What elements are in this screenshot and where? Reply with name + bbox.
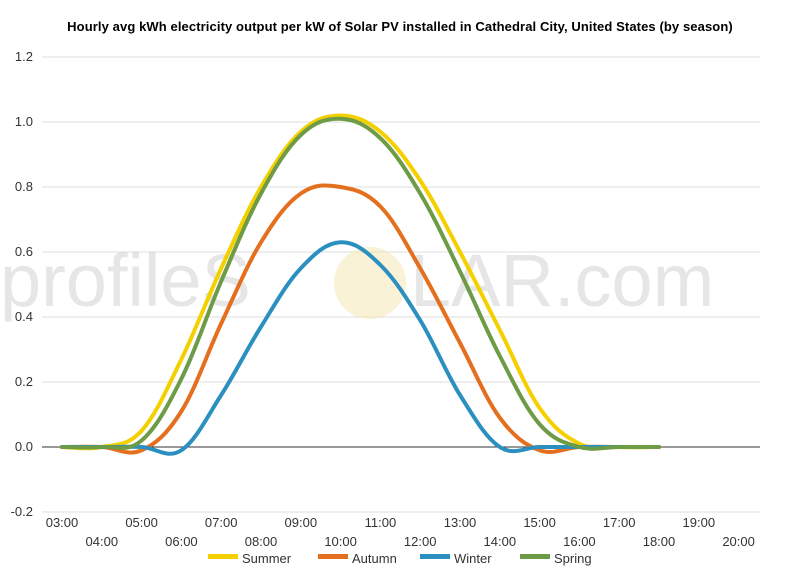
- x-tick-label: 17:00: [603, 515, 636, 530]
- x-tick-label: 03:00: [46, 515, 79, 530]
- legend-swatch-winter: [420, 554, 450, 559]
- legend-label-spring: Spring: [554, 551, 592, 566]
- watermark-text-left: profileS: [0, 239, 251, 322]
- watermark-text-right: LAR.com: [410, 239, 714, 322]
- series-lines: [60, 113, 661, 456]
- legend-swatch-spring: [520, 554, 550, 559]
- y-axis-labels: -0.2 0.0 0.2 0.4 0.6 0.8 1.0 1.2: [11, 49, 33, 519]
- y-tick-label: 0.4: [15, 309, 33, 324]
- x-tick-label: 20:00: [722, 534, 755, 549]
- series-line-autumn: [60, 183, 661, 455]
- legend-label-winter: Winter: [454, 551, 492, 566]
- legend-label-autumn: Autumn: [352, 551, 397, 566]
- watermark: profileS LAR.com: [0, 239, 714, 322]
- x-tick-label: 08:00: [245, 534, 278, 549]
- x-tick-label: 15:00: [523, 515, 556, 530]
- y-tick-label: 0.0: [15, 439, 33, 454]
- legend-label-summer: Summer: [242, 551, 292, 566]
- x-tick-label: 06:00: [165, 534, 198, 549]
- legend-swatch-summer: [208, 554, 238, 559]
- x-tick-label: 19:00: [683, 515, 716, 530]
- x-tick-label: 16:00: [563, 534, 596, 549]
- x-tick-label: 09:00: [285, 515, 318, 530]
- legend-swatch-autumn: [318, 554, 348, 559]
- watermark-sun-icon: [334, 247, 406, 319]
- series-line-summer: [60, 113, 661, 451]
- x-tick-label: 18:00: [643, 534, 676, 549]
- x-axis-labels: 03:00 04:00 05:00 06:00 07:00 08:00 09:00 10:00…: [46, 515, 755, 549]
- y-tick-label: -0.2: [11, 504, 33, 519]
- y-tick-label: 0.8: [15, 179, 33, 194]
- x-tick-label: 10:00: [324, 534, 357, 549]
- series-line-spring: [60, 116, 661, 451]
- series-line-winter: [60, 240, 661, 456]
- y-tick-label: 1.0: [15, 114, 33, 129]
- y-tick-label: 0.2: [15, 374, 33, 389]
- chart-title: Hourly avg kWh electricity output per kW…: [67, 19, 733, 34]
- x-tick-label: 04:00: [86, 534, 119, 549]
- x-tick-label: 12:00: [404, 534, 437, 549]
- x-tick-label: 11:00: [365, 515, 397, 530]
- y-tick-label: 1.2: [15, 49, 33, 64]
- legend: Summer Autumn Winter Spring: [208, 551, 592, 566]
- x-tick-label: 05:00: [125, 515, 158, 530]
- x-tick-label: 13:00: [444, 515, 477, 530]
- y-tick-label: 0.6: [15, 244, 33, 259]
- gridlines: [42, 56, 760, 513]
- x-tick-label: 14:00: [484, 534, 517, 549]
- x-tick-label: 07:00: [205, 515, 238, 530]
